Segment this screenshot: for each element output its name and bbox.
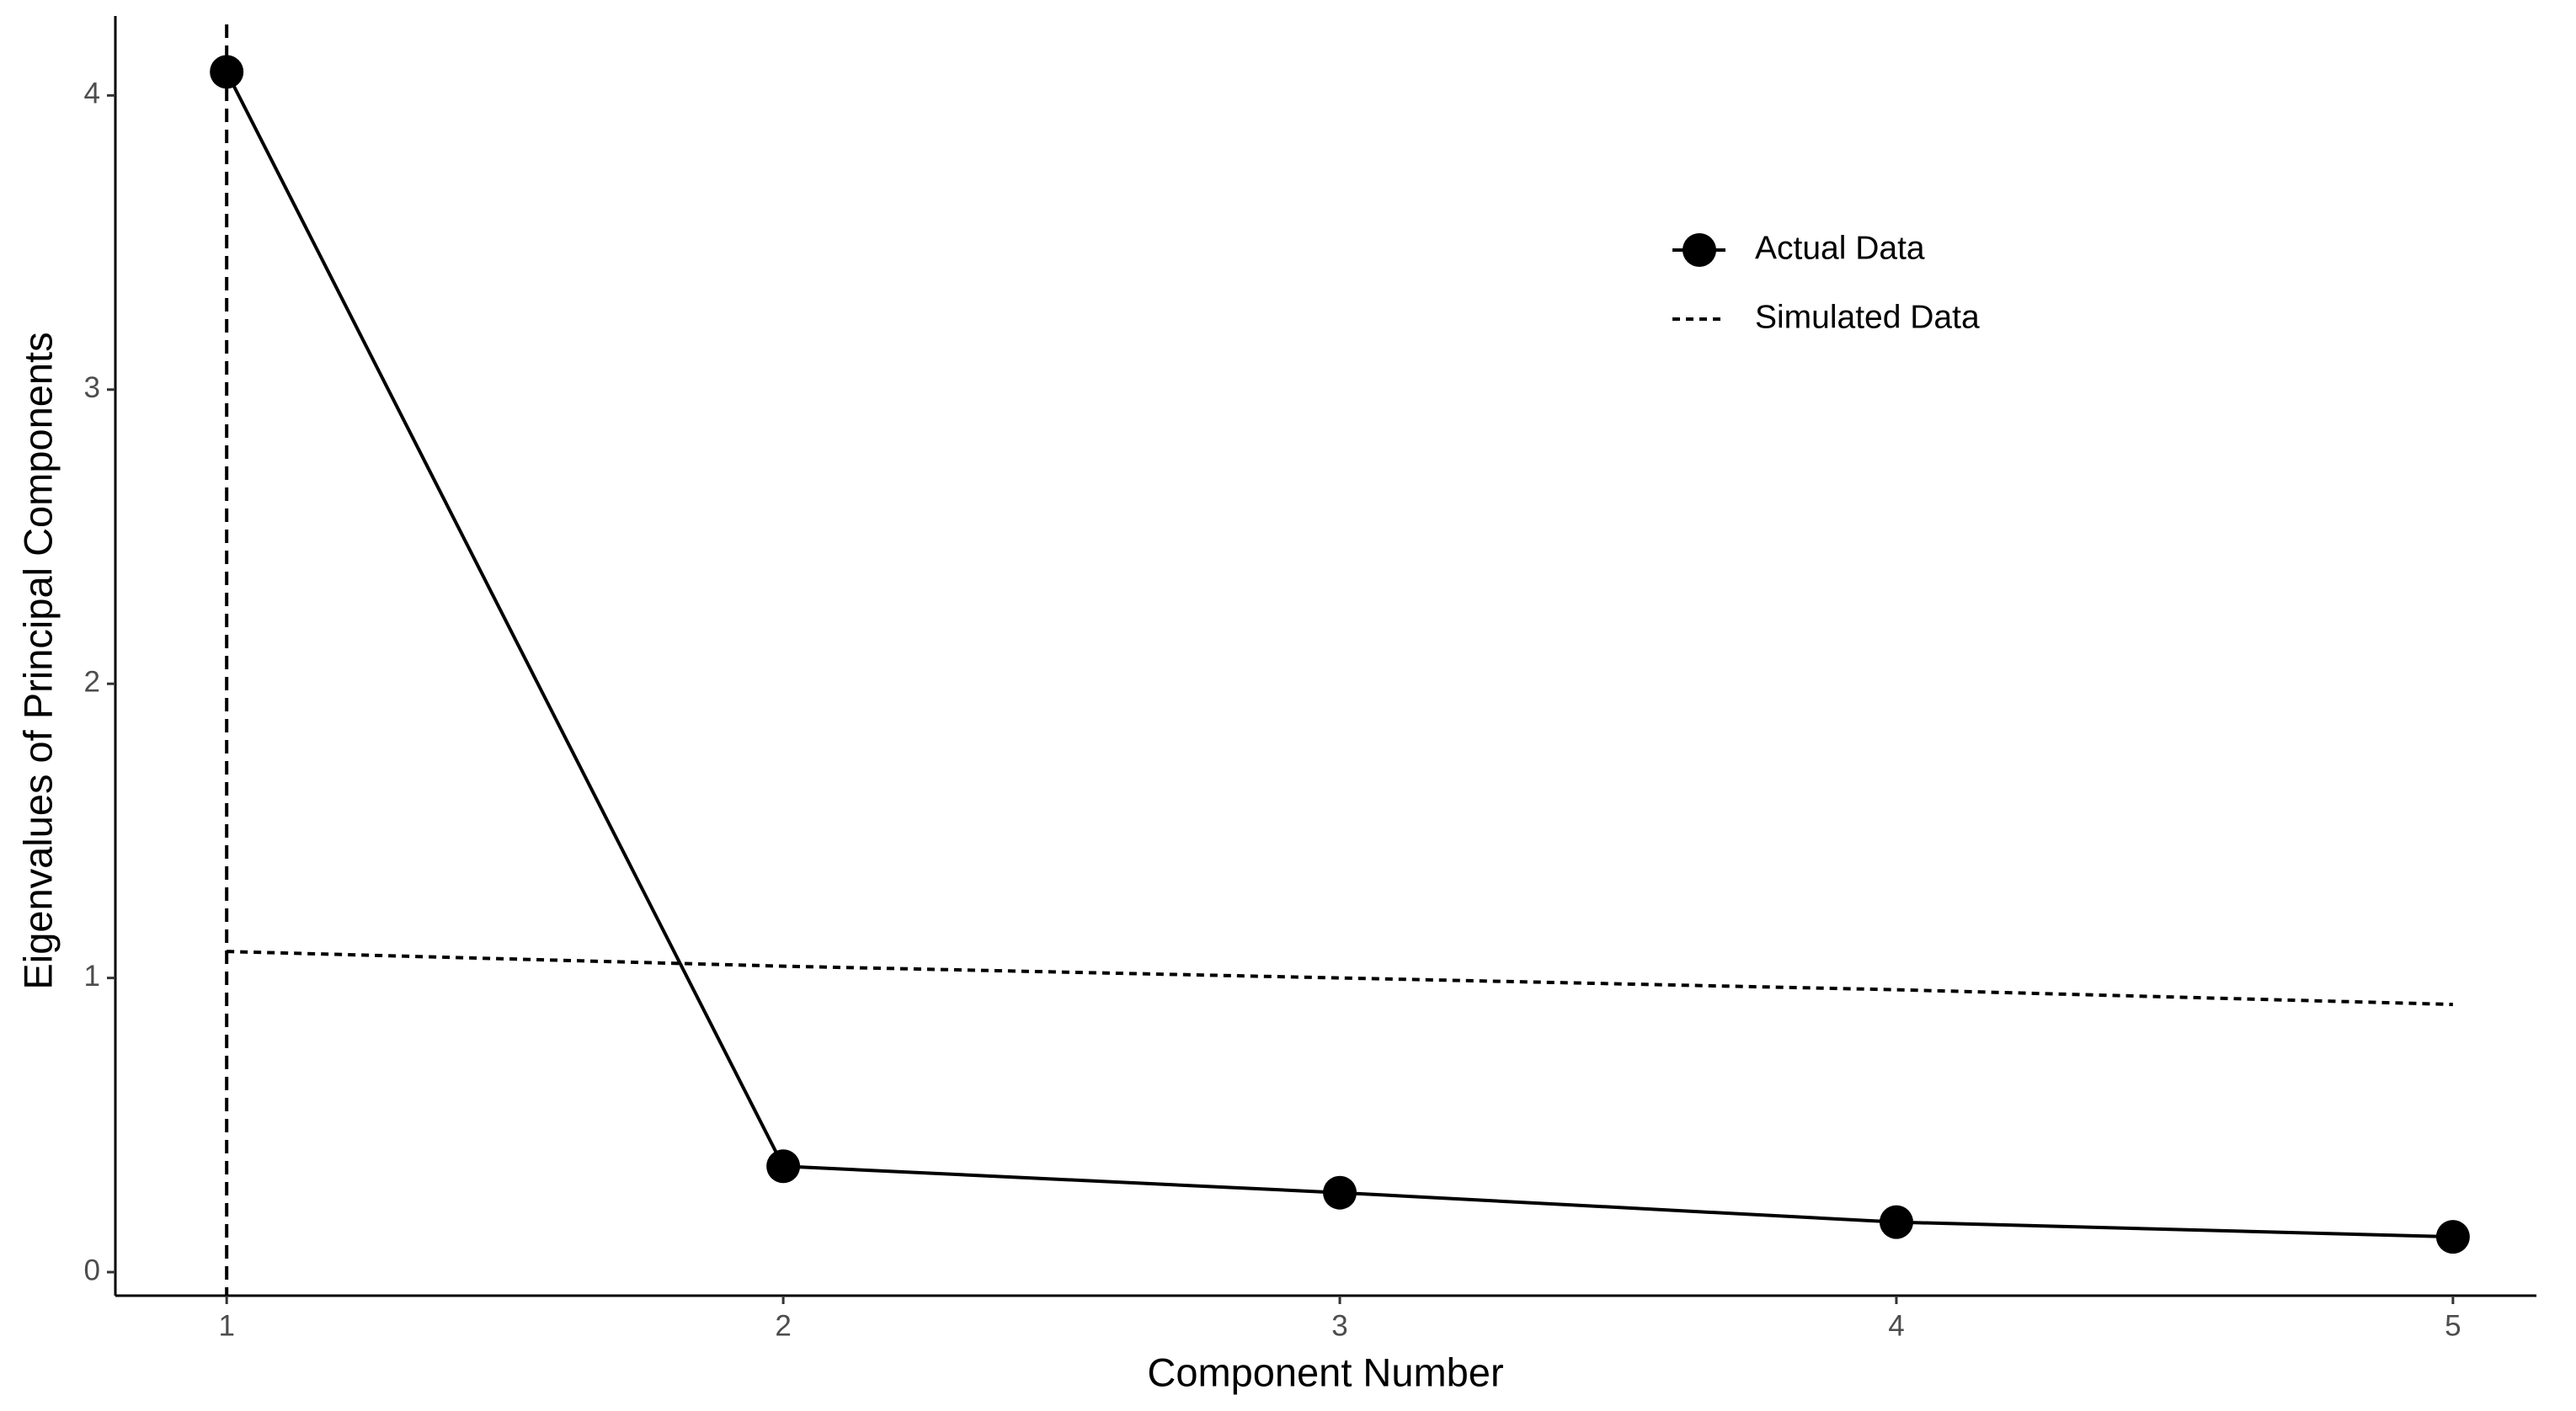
x-tick-label: 4 <box>1888 1309 1904 1342</box>
legend-marker <box>1683 233 1716 267</box>
data-point <box>1323 1175 1357 1210</box>
y-tick-label: 0 <box>84 1254 100 1286</box>
y-axis-title: Eigenvalues of Principal Components <box>15 332 60 989</box>
series-line <box>227 950 2453 1007</box>
x-tick-label: 2 <box>775 1309 791 1342</box>
y-tick-label: 4 <box>84 77 100 110</box>
data-point <box>2435 1220 2470 1254</box>
y-tick-label: 1 <box>84 960 100 993</box>
x-tick-label: 3 <box>1331 1309 1347 1342</box>
legend-label: Simulated Data <box>1755 299 1980 335</box>
x-tick-label: 1 <box>218 1309 234 1342</box>
y-tick-label: 2 <box>84 665 100 698</box>
data-point <box>766 1149 801 1184</box>
data-point <box>210 55 244 89</box>
x-axis-title: Component Number <box>1147 1350 1503 1394</box>
legend-label: Actual Data <box>1755 230 1925 266</box>
x-tick-label: 5 <box>2445 1309 2461 1342</box>
series-line <box>225 71 2453 1239</box>
y-tick-label: 3 <box>84 371 100 404</box>
data-point <box>1879 1205 1913 1239</box>
